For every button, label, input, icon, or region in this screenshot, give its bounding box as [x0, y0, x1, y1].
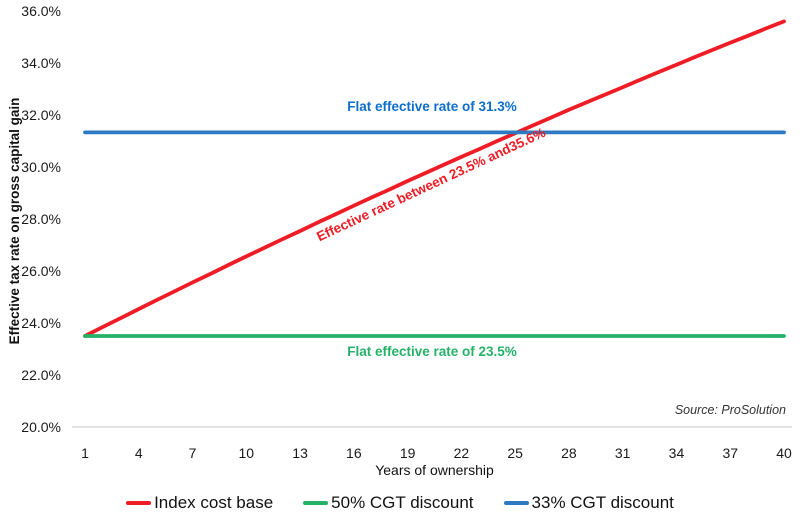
y-tick-label: 26.0%: [21, 263, 61, 279]
x-tick-label: 37: [722, 445, 738, 461]
x-tick-label: 25: [507, 445, 523, 461]
x-tick-label: 22: [454, 445, 470, 461]
y-tick-label: 24.0%: [21, 315, 61, 331]
legend-label: 50% CGT discount: [331, 493, 474, 512]
x-tick-label: 13: [292, 445, 308, 461]
legend-item-50-cgt-discount: 50% CGT discount: [303, 493, 474, 513]
legend-label: 33% CGT discount: [531, 493, 674, 512]
series-line: [83, 19, 786, 338]
y-tick-label: 30.0%: [21, 159, 61, 175]
x-tick-label: 1: [81, 445, 89, 461]
legend-line-swatch-red: [126, 501, 152, 505]
y-tick-label: 34.0%: [21, 55, 61, 71]
x-tick-label: 16: [346, 445, 362, 461]
y-tick-label: 20.0%: [21, 419, 61, 435]
annotation-flat-rate-50-discount: Flat effective rate of 23.5%: [347, 344, 517, 359]
chart-legend: Index cost base 50% CGT discount 33% CGT…: [0, 488, 800, 518]
y-tick-label: 22.0%: [21, 367, 61, 383]
legend-label: Index cost base: [154, 493, 274, 512]
x-tick-label: 7: [189, 445, 197, 461]
x-tick-label: 40: [776, 445, 792, 461]
x-tick-label: 19: [400, 445, 416, 461]
legend-item-index-cost-base: Index cost base: [126, 493, 273, 513]
x-tick-label: 4: [135, 445, 143, 461]
legend-line-swatch-blue: [503, 501, 529, 505]
x-tick-label: 31: [615, 445, 631, 461]
source-note: Source: ProSolution: [674, 403, 786, 417]
line-chart-canvas: 36.0% 34.0% 32.0% 30.0% 28.0% 26.0% 24.0% 22.0%…: [21, 3, 792, 461]
x-tick-label: 10: [239, 445, 255, 461]
x-tick-label: 28: [561, 445, 577, 461]
x-axis-title: Years of ownership: [375, 462, 494, 478]
legend-item-33-cgt-discount: 33% CGT discount: [503, 493, 674, 513]
y-axis-title: Effective tax rate on gross capital gain: [7, 97, 22, 345]
y-tick-label: 28.0%: [21, 211, 61, 227]
x-tick-label: 34: [669, 445, 685, 461]
annotation-flat-rate-33-discount: Flat effective rate of 31.3%: [347, 99, 517, 114]
y-tick-label: 36.0%: [21, 3, 61, 19]
legend-line-swatch-green: [303, 501, 329, 505]
y-tick-label: 32.0%: [21, 107, 61, 123]
